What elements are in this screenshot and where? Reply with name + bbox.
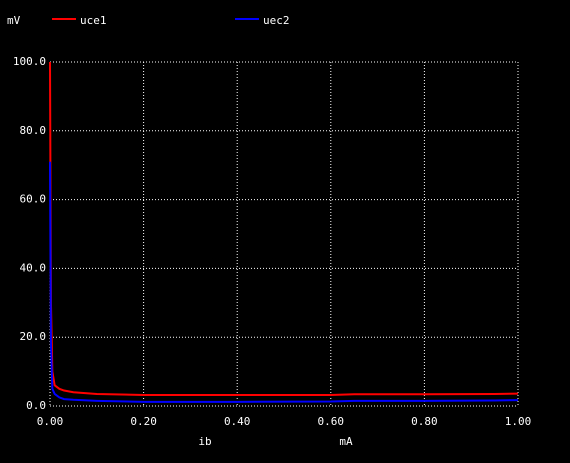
y-tick-label: 40.0: [20, 261, 47, 274]
x-tick-label: 0.20: [130, 415, 157, 428]
x-label: ib: [198, 435, 211, 448]
y-unit: mV: [7, 14, 21, 27]
x-tick-label: 0.80: [411, 415, 438, 428]
x-unit: mA: [339, 435, 353, 448]
x-tick-label: 0.60: [318, 415, 345, 428]
y-tick-label: 60.0: [20, 193, 47, 206]
y-tick-label: 100.0: [13, 55, 46, 68]
legend-label: uec2: [263, 14, 290, 27]
series-line: [49, 161, 519, 403]
y-tick-label: 80.0: [20, 124, 47, 137]
series-line: [49, 61, 519, 396]
x-tick-label: 0.00: [37, 415, 64, 428]
y-tick-label: 20.0: [20, 330, 47, 343]
legend-label: uce1: [80, 14, 107, 27]
y-tick-label: 0.0: [26, 399, 46, 412]
x-tick-label: 1.00: [505, 415, 532, 428]
x-tick-label: 0.40: [224, 415, 251, 428]
